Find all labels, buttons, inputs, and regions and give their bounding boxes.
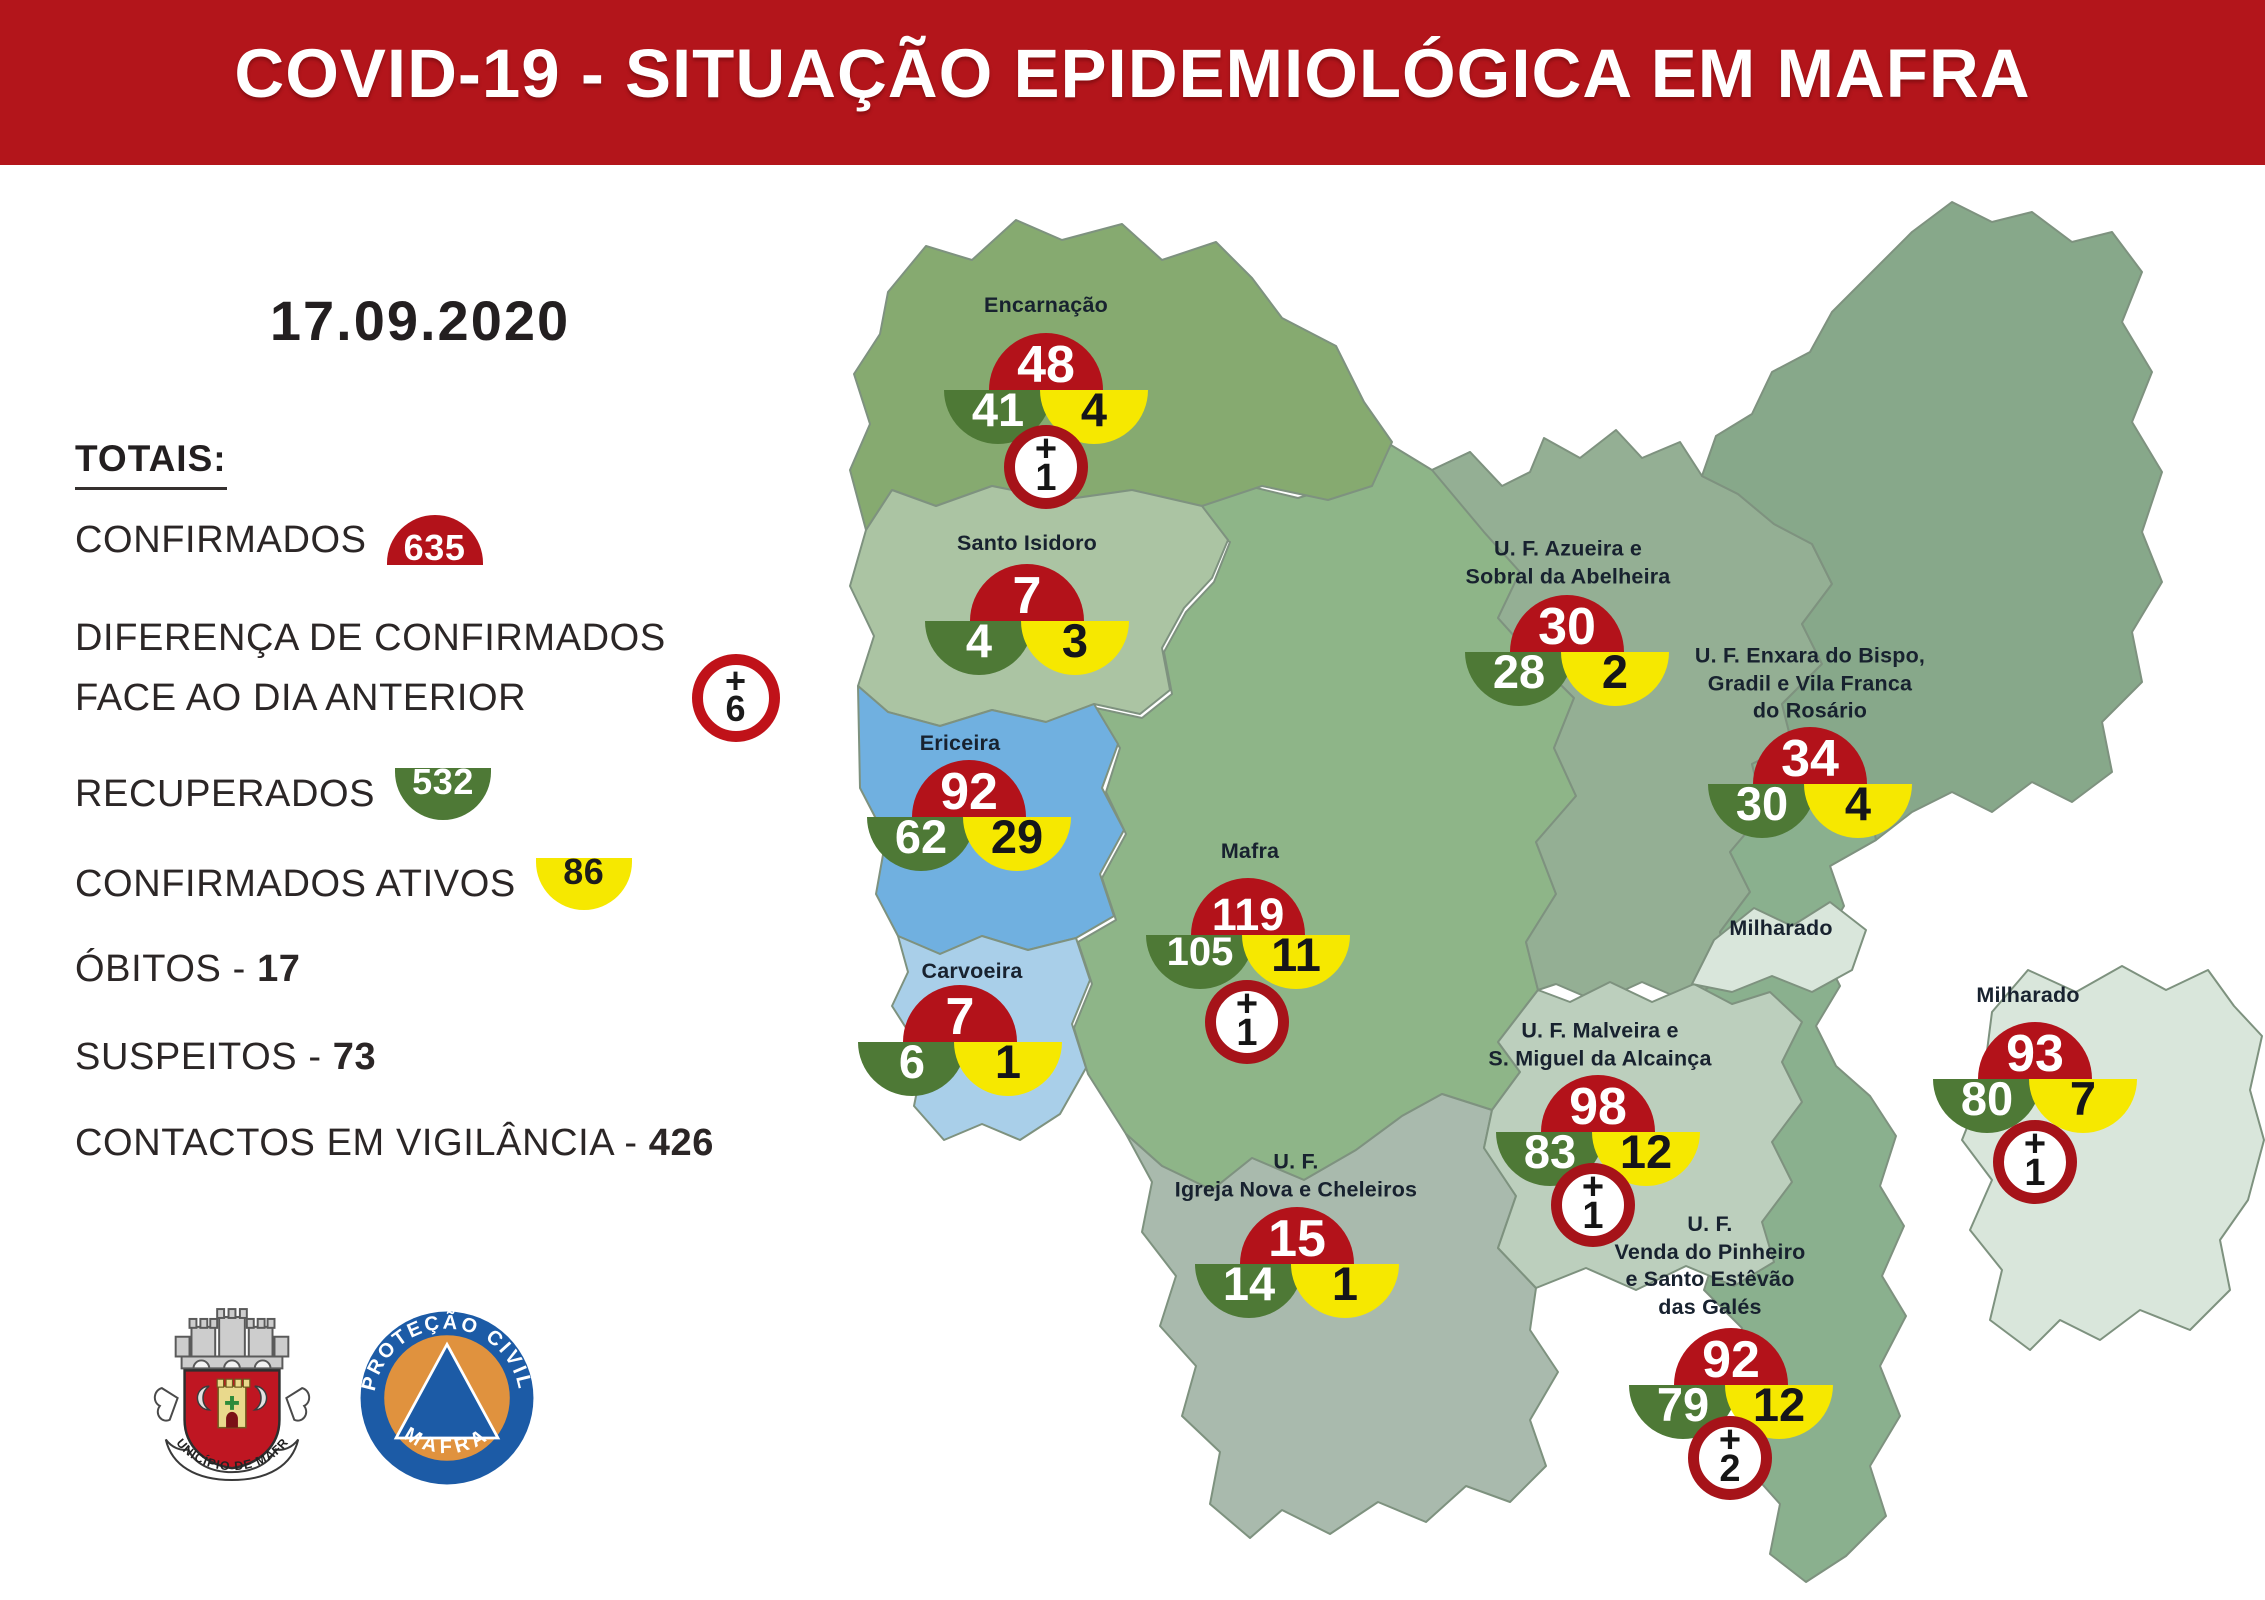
mural-crown-icon xyxy=(174,1308,290,1370)
header-bar: COVID-19 - SITUAÇÃO EPIDEMIOLÓGICA EM MA… xyxy=(0,0,2265,165)
region-shape-carvoeira xyxy=(891,935,1091,1141)
suspeitos-label: SUSPEITOS - xyxy=(75,1036,322,1078)
obitos-label: ÓBITOS - xyxy=(75,948,246,990)
confirmados-label: CONFIRMADOS xyxy=(75,518,367,561)
mafra-map xyxy=(849,201,2265,1583)
right-scroll-icon xyxy=(285,1387,311,1422)
recuperados-badge: 532 xyxy=(395,764,492,820)
protecao-civil-logo: PROTEÇÃO CIVIL MAFRA xyxy=(358,1311,534,1485)
plus-value: 6 xyxy=(725,687,747,729)
obitos-value: 17 xyxy=(257,948,301,990)
totals-heading: TOTAIS: xyxy=(75,438,227,490)
plus-sign: + xyxy=(724,660,747,702)
banner-ribbon-icon xyxy=(164,1438,300,1482)
green-cross-icon xyxy=(225,1396,239,1410)
diferenca-badge: +6 xyxy=(691,654,780,742)
recuperados-label: RECUPERADOS xyxy=(75,772,376,815)
stat-diferenca: DIFERENÇA DE CONFIRMADOS FACE AO DIA ANTE… xyxy=(75,608,780,742)
stat-contactos: CONTACTOS EM VIGILÂNCIA - 426 xyxy=(75,1122,714,1165)
left-scroll-icon xyxy=(153,1387,179,1422)
diferenca-label: DIFERENÇA DE CONFIRMADOS FACE AO DIA ANTE… xyxy=(75,617,666,720)
region-shape-ericeira xyxy=(857,685,1125,955)
triangle-icon xyxy=(393,1341,501,1440)
stat-suspeitos: SUSPEITOS - 73 xyxy=(75,1036,376,1079)
region-shape-encarnacao xyxy=(849,219,1393,531)
right-crescent-icon xyxy=(252,1385,268,1411)
confirmados-badge: 635 xyxy=(386,515,483,565)
region-shape-milharado-fragment xyxy=(1691,901,1867,993)
page-title: COVID-19 - SITUAÇÃO EPIDEMIOLÓGICA EM MA… xyxy=(234,35,2031,112)
left-crescent-icon xyxy=(196,1385,212,1411)
region-shape-malveira xyxy=(1483,981,1803,1291)
report-date: 17.09.2020 xyxy=(269,289,571,352)
suspeitos-value: 73 xyxy=(332,1036,377,1078)
stat-confirmados: CONFIRMADOS 635 xyxy=(75,515,483,565)
contactos-label: CONTACTOS EM VIGILÂNCIA - xyxy=(75,1122,638,1164)
contactos-value: 426 xyxy=(648,1122,714,1164)
region-shape-milharado xyxy=(1961,965,2265,1351)
municipio-mafra-crest: MUNICÍPIO DE MAFRA xyxy=(148,1300,311,1482)
ativos-label: CONFIRMADOS ATIVOS xyxy=(75,862,516,905)
stat-recuperados: RECUPERADOS 532 xyxy=(75,764,492,820)
gold-tower-icon xyxy=(216,1378,251,1429)
stat-obitos: ÓBITOS - 17 xyxy=(75,948,301,991)
stat-ativos: CONFIRMADOS ATIVOS 86 xyxy=(75,854,632,910)
ativos-badge: 86 xyxy=(535,854,632,910)
